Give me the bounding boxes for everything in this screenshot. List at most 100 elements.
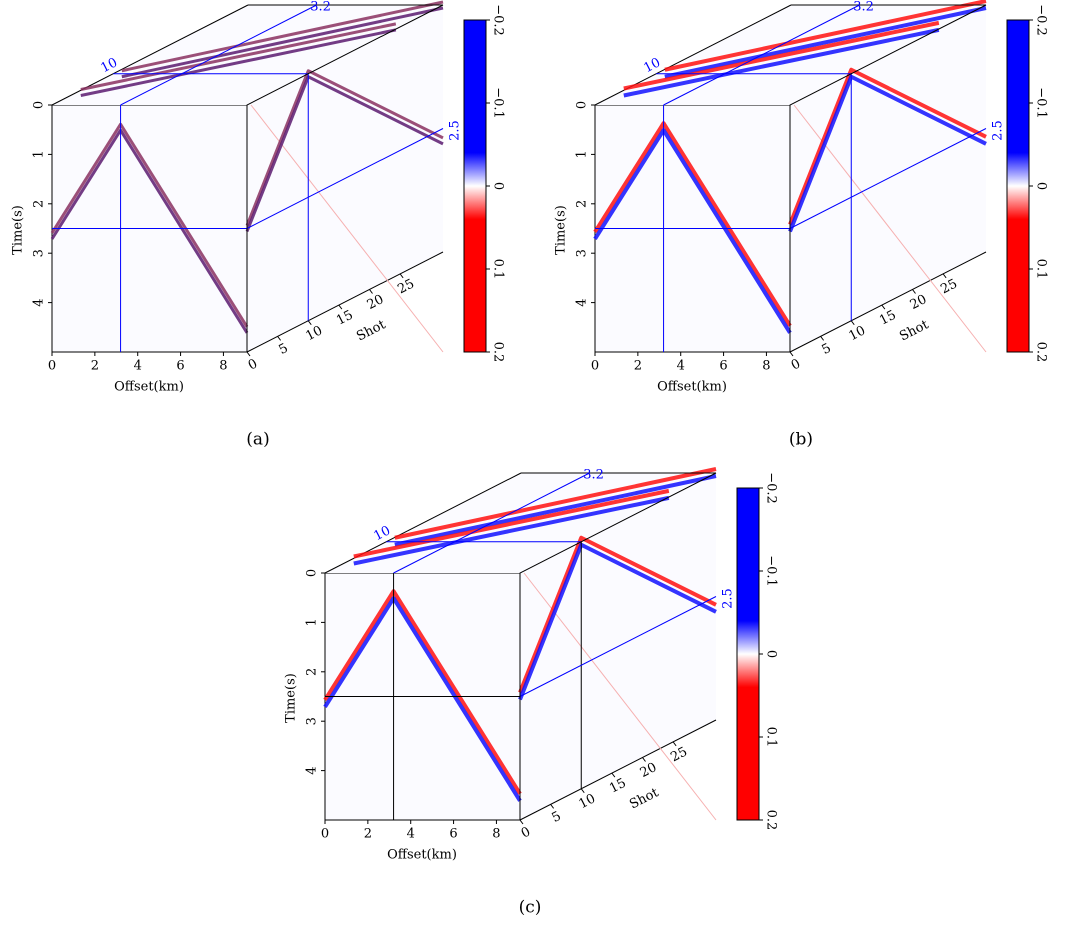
colorbar-tick-label: −0.2 — [764, 472, 779, 504]
z-tick-label: 10 — [576, 791, 598, 812]
wavefront — [121, 0, 444, 73]
side-bottom-edge — [519, 719, 717, 821]
side-bottom-edge — [246, 251, 444, 353]
z-axis-label: Shot — [354, 317, 389, 344]
wavefront — [664, 0, 987, 72]
colorbar-tick-label: 0.2 — [764, 810, 779, 831]
z-tick — [881, 304, 886, 310]
caption: (b) — [789, 430, 813, 450]
colorbar-tick-label: 0 — [764, 650, 779, 658]
z-tick-label: 25 — [938, 276, 960, 297]
z-tick-label: 20 — [365, 292, 387, 313]
colorbar — [463, 19, 487, 353]
wavefront — [664, 6, 987, 79]
z-slice-label: 10 — [98, 55, 120, 76]
wavefront — [518, 535, 717, 694]
z-tick — [912, 289, 916, 294]
y-slice-label: 2.5 — [991, 120, 1006, 141]
z-tick — [307, 320, 312, 326]
z-tick-label: 20 — [638, 760, 660, 781]
z-tick-label: 0 — [789, 356, 803, 373]
z-tick — [550, 804, 555, 809]
side-baseline — [793, 104, 987, 353]
x-axis-label: Offset(km) — [114, 380, 184, 395]
x-tick-label: 2 — [91, 359, 99, 374]
z-tick — [338, 304, 343, 310]
colorbar — [1006, 19, 1030, 353]
y-slice-line — [789, 128, 987, 229]
wavefront — [245, 69, 444, 227]
x-tick-label: 6 — [719, 359, 727, 374]
y-slice-line — [246, 128, 444, 229]
colorbar-tick-label: −0.2 — [491, 4, 506, 36]
y-tick-label: 0 — [305, 569, 320, 577]
colorbar-tick-label: −0.1 — [1034, 87, 1049, 119]
y-slice-line — [519, 596, 717, 697]
x-tick-label: 4 — [134, 359, 142, 374]
z-tick — [277, 336, 282, 341]
side-bottom-edge — [789, 251, 987, 353]
caption: (c) — [519, 898, 542, 918]
x-tick-label: 4 — [677, 359, 685, 374]
x-slice-line — [120, 4, 317, 106]
z-tick — [580, 788, 585, 794]
caption: (a) — [246, 430, 269, 450]
colorbar-tick-label: 0.1 — [1034, 259, 1049, 280]
z-tick — [642, 757, 646, 762]
wavefront — [80, 28, 397, 97]
y-tick-label: 4 — [32, 298, 47, 306]
y-tick-label: 1 — [305, 618, 320, 626]
x-tick-label: 2 — [364, 827, 372, 842]
z-tick-label: 0 — [246, 356, 260, 373]
x-tick-label: 4 — [407, 827, 415, 842]
z-tick — [672, 741, 677, 747]
y-slice-label: 2.5 — [448, 120, 463, 141]
z-axis-label: Shot — [627, 785, 662, 812]
x-tick-label: 8 — [219, 359, 227, 374]
colorbar — [736, 487, 760, 821]
y-tick-label: 3 — [575, 249, 590, 257]
x-slice-line — [663, 4, 860, 106]
colorbar-tick-label: 0.2 — [491, 342, 506, 363]
z-tick-label: 25 — [395, 276, 417, 297]
x-axis-label: Offset(km) — [387, 848, 457, 863]
y-axis-label: Time(s) — [284, 673, 299, 723]
colorbar-tick-label: −0.2 — [1034, 4, 1049, 36]
z-slice-label: 10 — [641, 55, 663, 76]
y-tick-label: 0 — [575, 101, 590, 109]
colorbar-tick-label: −0.1 — [764, 555, 779, 587]
z-tick-label: 15 — [607, 776, 629, 797]
x-tick-label: 0 — [48, 359, 56, 374]
x-tick-label: 2 — [634, 359, 642, 374]
wavefront — [121, 6, 444, 79]
x-tick-label: 6 — [176, 359, 184, 374]
x-tick-label: 8 — [492, 827, 500, 842]
y-tick-label: 4 — [305, 766, 320, 774]
wavefront — [80, 22, 397, 91]
x-axis-label: Offset(km) — [657, 380, 727, 395]
z-tick-label: 15 — [334, 308, 356, 329]
z-tick-label: 5 — [277, 341, 291, 358]
z-tick — [399, 273, 404, 279]
y-axis-label: Time(s) — [11, 205, 26, 255]
z-tick — [611, 772, 616, 778]
y-tick-label: 0 — [32, 101, 47, 109]
wavefront — [623, 20, 940, 91]
x-tick-label: 6 — [449, 827, 457, 842]
colorbar-tick-label: 0.1 — [491, 259, 506, 280]
y-slice-label: 2.5 — [721, 588, 736, 609]
z-tick-label: 20 — [908, 292, 930, 313]
colorbar-tick-label: 0.2 — [1034, 342, 1049, 363]
y-tick-label: 2 — [575, 200, 590, 208]
wavefront — [788, 67, 987, 226]
side-baseline — [250, 104, 444, 353]
z-tick — [850, 320, 855, 326]
z-tick — [789, 351, 794, 357]
x-slice-label: 3.2 — [853, 0, 874, 15]
side-baseline — [523, 572, 717, 821]
x-tick-label: 8 — [762, 359, 770, 374]
wavefront — [623, 27, 940, 98]
z-tick-label: 5 — [550, 809, 564, 826]
x-tick-label: 0 — [321, 827, 329, 842]
